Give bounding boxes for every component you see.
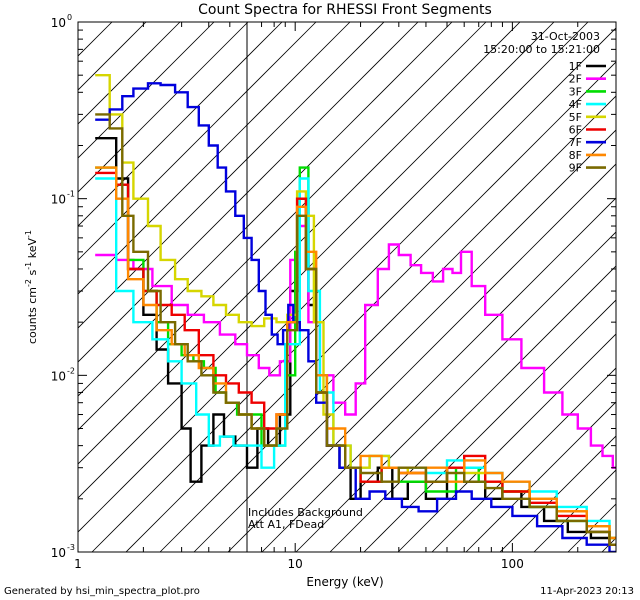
plot-frame [77, 21, 617, 553]
hatch-line [125, 61, 616, 552]
y-tick-exponent: 0 [67, 13, 72, 22]
hatch-line [363, 299, 616, 552]
hatch-line [465, 401, 616, 552]
hatch-line [78, 22, 487, 431]
hatch-line [78, 22, 317, 261]
hatch-line [78, 22, 79, 23]
hatch-line [78, 22, 283, 227]
legend-label-9f: 9F [569, 162, 582, 175]
legend-label-5f: 5F [569, 111, 582, 124]
y-axis-label: counts cm-2 s-1 keV-1 [24, 230, 39, 344]
hatch-line [78, 22, 351, 295]
hatch-line [329, 265, 616, 552]
legend-label-1f: 1F [569, 60, 582, 73]
hatch-line [193, 129, 616, 552]
hatch-line [78, 22, 215, 159]
y-tick-label: 10 [51, 546, 66, 560]
series-lines [95, 74, 616, 552]
y-tick-label: 10 [51, 369, 66, 383]
series-line-2f [95, 224, 616, 469]
hatch-line [78, 22, 113, 57]
series-line-9f [95, 113, 616, 546]
svg-text:counts cm-2 s-1 keV-1: counts cm-2 s-1 keV-1 [24, 230, 39, 344]
hatch-line [431, 367, 616, 552]
x-tick-label: 10 [288, 557, 303, 571]
hatch-line [78, 22, 589, 533]
chart-title: Count Spectra for RHESSI Front Segments [198, 2, 492, 18]
legend-label-6f: 6F [569, 124, 582, 137]
x-tick-label: 100 [501, 557, 524, 571]
time-range-label: 15:20:00 to 15:21:00 [483, 43, 600, 56]
x-axis-ticks: 1 10 100 [74, 22, 617, 571]
attenuator-note: Att A1, FDead [248, 518, 324, 531]
y-tick-exponent: -3 [67, 543, 75, 552]
footer-generator: Generated by hsi_min_spectra_plot.pro [4, 586, 200, 597]
hatch-line [78, 22, 453, 397]
hatch-line [78, 22, 385, 329]
hatch-line [78, 22, 147, 91]
hatch-line [636, 22, 640, 552]
date-label: 31-Oct-2003 [531, 30, 600, 43]
hatch-line [78, 22, 181, 125]
legend-label-3f: 3F [569, 85, 582, 98]
x-axis-label: Energy (keV) [306, 575, 383, 589]
legend-label-7f: 7F [569, 136, 582, 149]
hatch-line [533, 469, 616, 552]
y-tick-label: 10 [51, 16, 66, 30]
hatch-line [227, 163, 616, 552]
hatch-line [78, 22, 555, 499]
series-line-7f [95, 82, 616, 552]
hatch-line [601, 537, 616, 552]
hatch-line [295, 231, 616, 552]
y-tick-label: 10 [51, 193, 66, 207]
legend-label-8f: 8F [569, 149, 582, 162]
series-line-1f [95, 137, 616, 546]
hatch-line [91, 27, 616, 552]
hatch-line [159, 95, 616, 552]
hatch-line [78, 22, 249, 193]
footer-timestamp: 11-Apr-2023 20:13 [540, 586, 634, 597]
y-tick-exponent: -1 [67, 190, 75, 199]
hatch-line [499, 435, 616, 552]
y-tick-exponent: -2 [67, 366, 75, 375]
background-note: Includes Background [248, 506, 363, 519]
legend-label-2f: 2F [569, 73, 582, 86]
excluded-energy-hatch [78, 22, 640, 552]
x-tick-label: 1 [74, 557, 82, 571]
legend-label-4f: 4F [569, 98, 582, 111]
